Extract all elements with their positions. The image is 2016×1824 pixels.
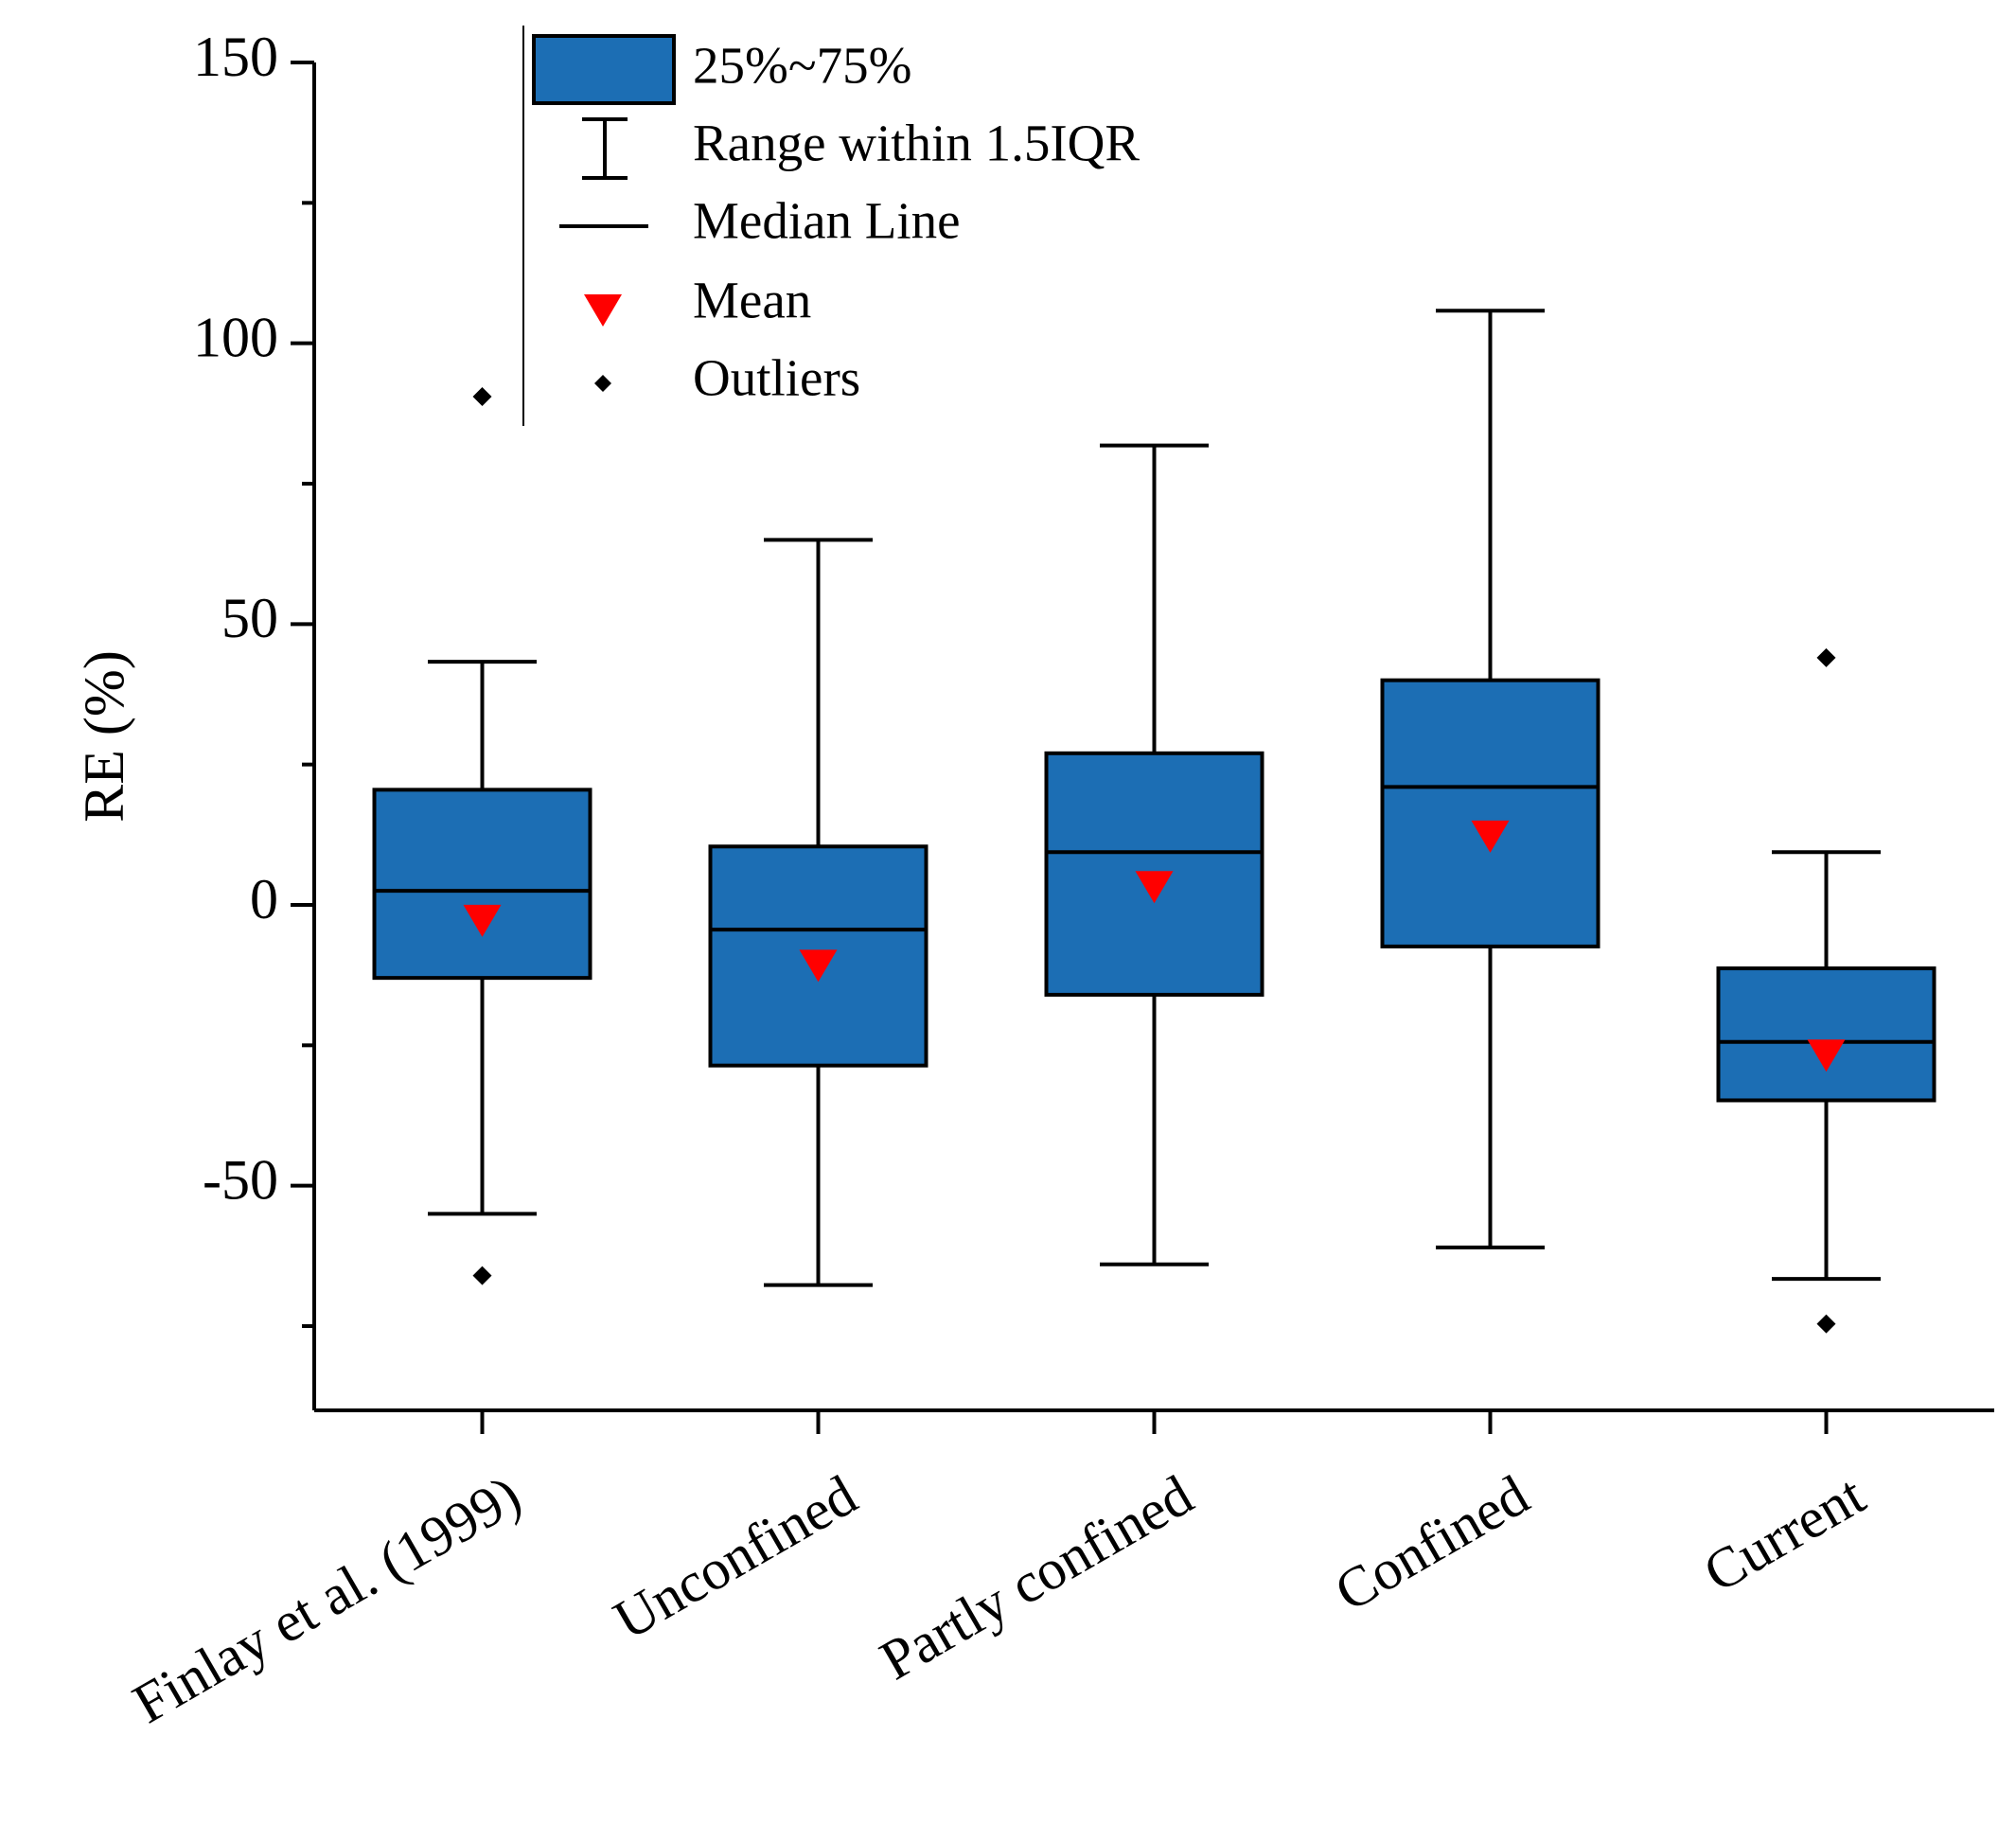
y-tick-label: 0 xyxy=(250,868,278,930)
y-tick-label: -50 xyxy=(203,1148,278,1211)
x-tick-label: Unconfined xyxy=(604,1463,867,1652)
legend-swatch xyxy=(532,34,676,105)
legend-label: Mean xyxy=(693,272,811,329)
outlier xyxy=(1816,1314,1836,1334)
mean-marker xyxy=(463,904,502,937)
box xyxy=(1716,966,1936,1103)
box xyxy=(1380,678,1600,948)
outlier xyxy=(472,387,492,407)
x-tick-label: Finlay et al. (1999) xyxy=(123,1463,531,1735)
legend-mean-icon xyxy=(584,294,622,327)
mean-marker xyxy=(1135,871,1174,904)
legend: 25%~75% Range within 1.5IQR Median Line … xyxy=(522,26,1140,426)
x-tick-label: Confined xyxy=(1324,1463,1538,1623)
mean-marker xyxy=(1471,820,1510,853)
outlier xyxy=(472,1266,492,1285)
legend-label: 25%~75% xyxy=(693,37,911,95)
legend-label: Median Line xyxy=(693,192,961,250)
legend-whisker-icon xyxy=(582,117,628,180)
outlier xyxy=(1816,647,1836,667)
x-tick-label: Current xyxy=(1693,1463,1875,1604)
x-tick-label: Partly confined xyxy=(870,1463,1203,1691)
legend-outlier-icon xyxy=(594,375,611,392)
box xyxy=(372,788,592,981)
y-tick-label: 50 xyxy=(221,587,278,649)
mean-marker xyxy=(1807,1039,1846,1072)
y-axis-label: RE (%) xyxy=(73,650,135,823)
mean-marker xyxy=(799,949,838,983)
legend-label: Outliers xyxy=(693,349,860,407)
y-tick-label: 150 xyxy=(193,26,278,88)
legend-label: Range within 1.5IQR xyxy=(693,115,1140,172)
y-tick-label: 100 xyxy=(193,306,278,368)
